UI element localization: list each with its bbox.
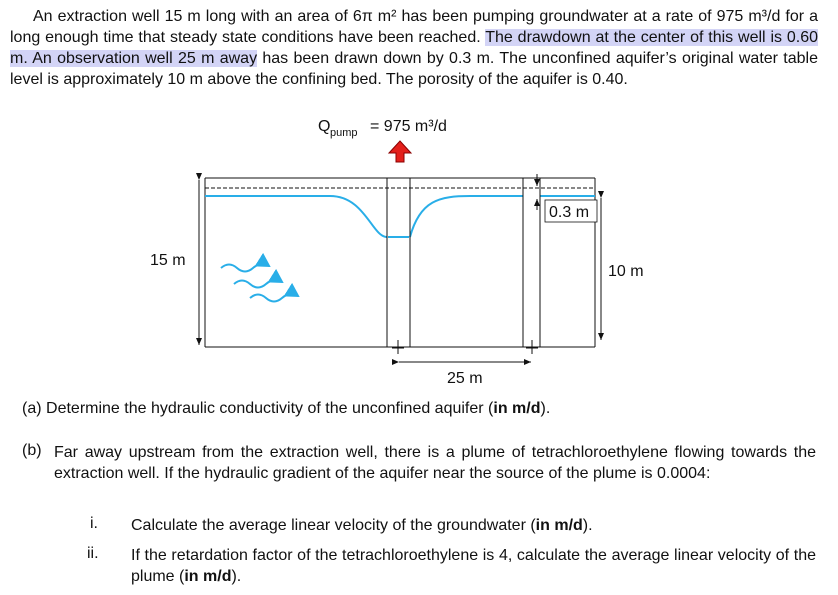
question-end: ). — [540, 400, 551, 417]
item-body: If the retardation factor of the tetrach… — [131, 547, 816, 585]
water-table — [205, 195, 595, 238]
label-box — [544, 199, 598, 223]
problem-rest: has been drawn down by 0.3 m. The unconf… — [10, 50, 818, 88]
flow-subscript: pump — [330, 127, 358, 139]
item-label: i. — [90, 515, 98, 532]
item-text: Calculate the average linear velocity of… — [131, 515, 816, 536]
question-a: (a) Determine the hydraulic conductivity… — [22, 400, 550, 418]
item-label: ii. — [87, 545, 99, 562]
drawdown-label: 0.3 m — [549, 204, 589, 221]
item-unit: in m/d — [184, 568, 232, 585]
well-length-label: 15 m — [150, 252, 186, 269]
water-table-label: 10 m — [608, 263, 644, 280]
item-text: If the retardation factor of the tetrach… — [131, 545, 816, 587]
item-body: Calculate the average linear velocity of… — [131, 517, 536, 534]
item-end: ). — [231, 568, 242, 585]
extraction-well — [386, 177, 411, 348]
flow-arrows — [220, 252, 300, 303]
problem-intro: An extraction well 15 m long with an are… — [10, 8, 818, 46]
flow-symbol: Q — [318, 118, 330, 135]
pump-arrow — [387, 140, 413, 163]
question-text: Determine the hydraulic conductivity of … — [46, 400, 494, 417]
dimension-lines — [196, 173, 604, 365]
question-b: Far away upstream from the extraction we… — [54, 444, 816, 482]
diagram: Q pump = 975 m³/d 15 m 0.3 m 10 m 25 m — [150, 118, 644, 387]
flow-value: = 975 m³/d — [370, 118, 447, 135]
question-unit: in m/d — [493, 400, 541, 417]
distance-label: 25 m — [447, 370, 483, 387]
question-label: (b) — [22, 442, 42, 459]
item-unit: in m/d — [535, 517, 583, 534]
question-label: (a) — [22, 400, 42, 417]
problem-statement: An extraction well 15 m long with an are… — [10, 6, 818, 90]
item-end: ). — [582, 517, 593, 534]
